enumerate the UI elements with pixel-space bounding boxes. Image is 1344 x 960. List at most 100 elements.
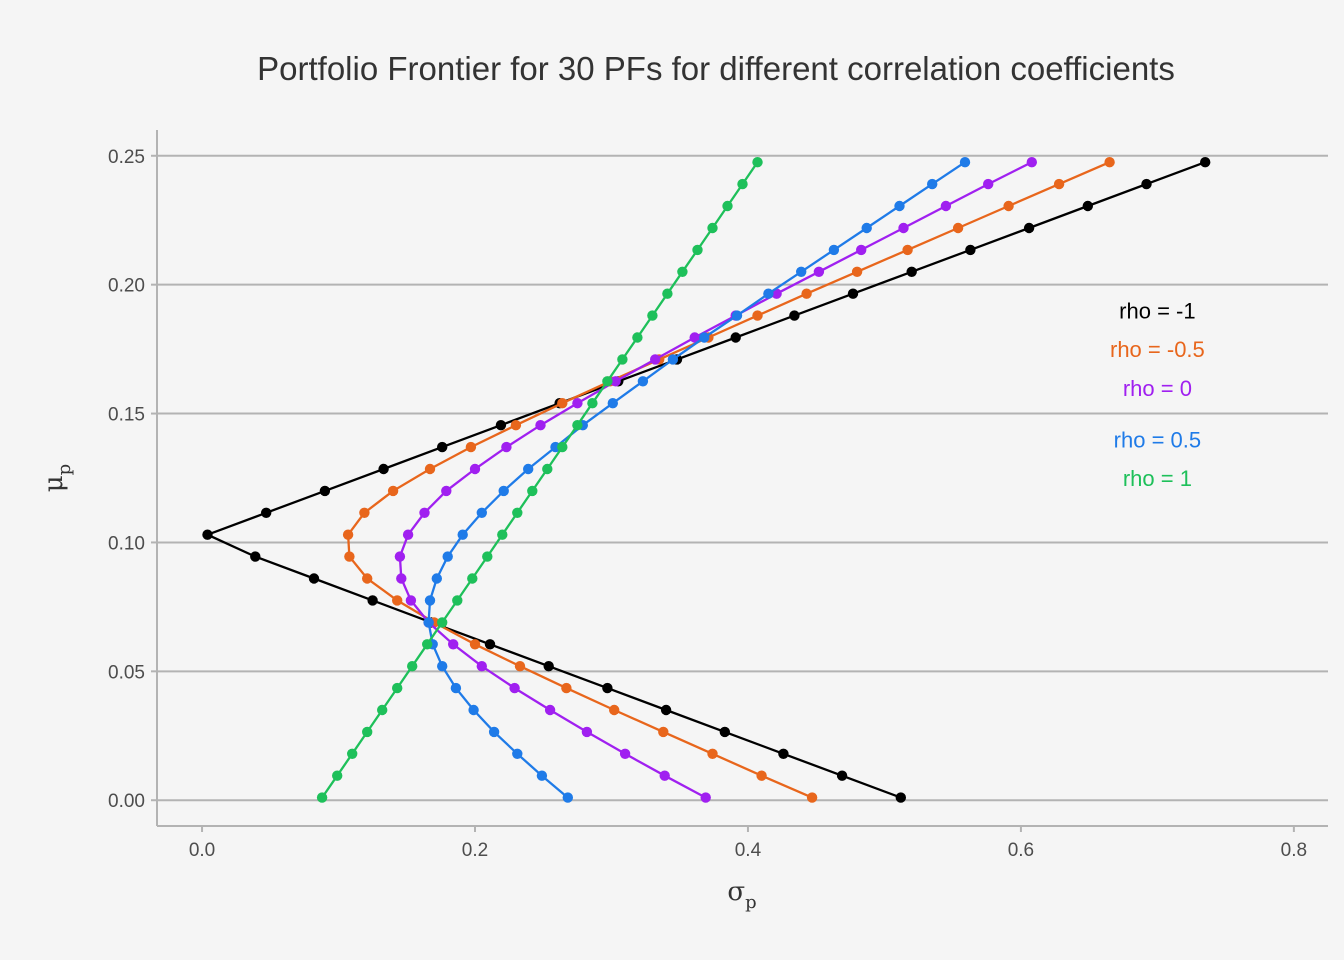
data-point [557, 441, 568, 453]
data-point [1082, 200, 1094, 212]
data-point [543, 661, 554, 672]
data-point [469, 639, 481, 650]
x-axis-label: σp [727, 877, 756, 913]
data-point [959, 157, 971, 168]
data-point [441, 485, 452, 497]
data-point [587, 398, 598, 409]
data-point [488, 726, 500, 738]
data-point [347, 748, 358, 759]
data-point [851, 266, 863, 277]
x-tick-label: 0.0 [189, 840, 215, 861]
data-point [523, 463, 534, 475]
data-point [861, 222, 872, 234]
data-point [448, 639, 459, 650]
data-point [394, 551, 406, 562]
data-point [602, 682, 613, 694]
data-point [342, 529, 354, 540]
series-annotation: rho = -1 [1119, 298, 1195, 323]
data-point [422, 639, 433, 650]
data-point [498, 485, 509, 497]
data-point [952, 222, 964, 234]
data-point [572, 420, 583, 431]
data-point [484, 639, 496, 650]
data-point [752, 310, 763, 321]
data-point [895, 792, 906, 803]
data-point [402, 529, 414, 540]
data-point [894, 200, 905, 212]
data-point [1053, 178, 1065, 190]
series-4 [316, 157, 763, 803]
axes [156, 130, 1328, 827]
data-point [431, 573, 442, 584]
series-annotation: rho = 0.5 [1114, 427, 1201, 452]
data-point [1200, 157, 1211, 168]
data-point [476, 507, 487, 518]
data-point [731, 310, 743, 321]
data-point [660, 704, 672, 716]
series-2 [394, 157, 1038, 803]
data-point [405, 595, 417, 606]
x-tick-label: 0.4 [735, 840, 762, 861]
data-point [437, 661, 448, 672]
data-point [362, 726, 373, 738]
series-annotation: rho = 0 [1123, 376, 1192, 401]
data-point [501, 441, 512, 453]
data-point [561, 682, 572, 694]
data-point [512, 748, 523, 759]
data-point [796, 266, 807, 277]
data-point [737, 178, 748, 190]
y-tick-label: 0.10 [108, 533, 145, 554]
data-point [392, 682, 403, 694]
series-annotation: rho = -0.5 [1110, 337, 1205, 362]
series-3 [423, 157, 971, 803]
data-point [261, 507, 272, 518]
data-point [662, 288, 673, 299]
data-point [659, 770, 670, 781]
data-point [359, 507, 370, 518]
y-tick-label: 0.20 [108, 276, 145, 297]
data-point [442, 551, 453, 562]
data-point [308, 573, 320, 584]
data-point [707, 748, 718, 759]
data-point [510, 420, 522, 431]
data-point [610, 376, 621, 387]
data-point [423, 617, 434, 628]
data-point [332, 770, 343, 781]
data-point [940, 200, 952, 212]
data-point [344, 551, 355, 562]
data-point [692, 244, 703, 256]
series-line [204, 161, 1206, 799]
y-tick-label: 0.00 [108, 791, 145, 812]
data-point [789, 310, 800, 321]
series-0 [202, 157, 1211, 803]
x-ticks: 0.0 0.2 0.4 0.6 0.8 [189, 826, 1307, 861]
data-point [367, 595, 378, 606]
data-point [667, 354, 679, 365]
data-point [1104, 157, 1115, 168]
series-annotation: rho = 1 [1123, 466, 1192, 491]
data-point [763, 288, 774, 299]
data-point [452, 595, 463, 606]
data-point [319, 485, 331, 497]
data-point [316, 792, 328, 803]
data-point [509, 682, 520, 694]
data-point [450, 682, 462, 694]
data-point [469, 463, 481, 475]
series-layer [202, 157, 1211, 803]
data-point [637, 376, 649, 387]
data-point [650, 354, 661, 365]
data-point [437, 617, 448, 628]
data-point [497, 529, 508, 540]
data-point [250, 551, 261, 562]
data-point [407, 661, 418, 672]
y-axis-label: μp [39, 464, 75, 492]
y-tick-label: 0.15 [108, 405, 145, 426]
data-point [700, 792, 711, 803]
data-point [495, 420, 507, 431]
y-ticks: 0.00 0.05 0.10 0.15 0.20 0.25 [108, 147, 157, 812]
data-point [752, 157, 763, 168]
series-1 [342, 157, 1115, 803]
data-point [562, 792, 573, 803]
data-point [602, 376, 613, 387]
data-point [677, 266, 688, 277]
